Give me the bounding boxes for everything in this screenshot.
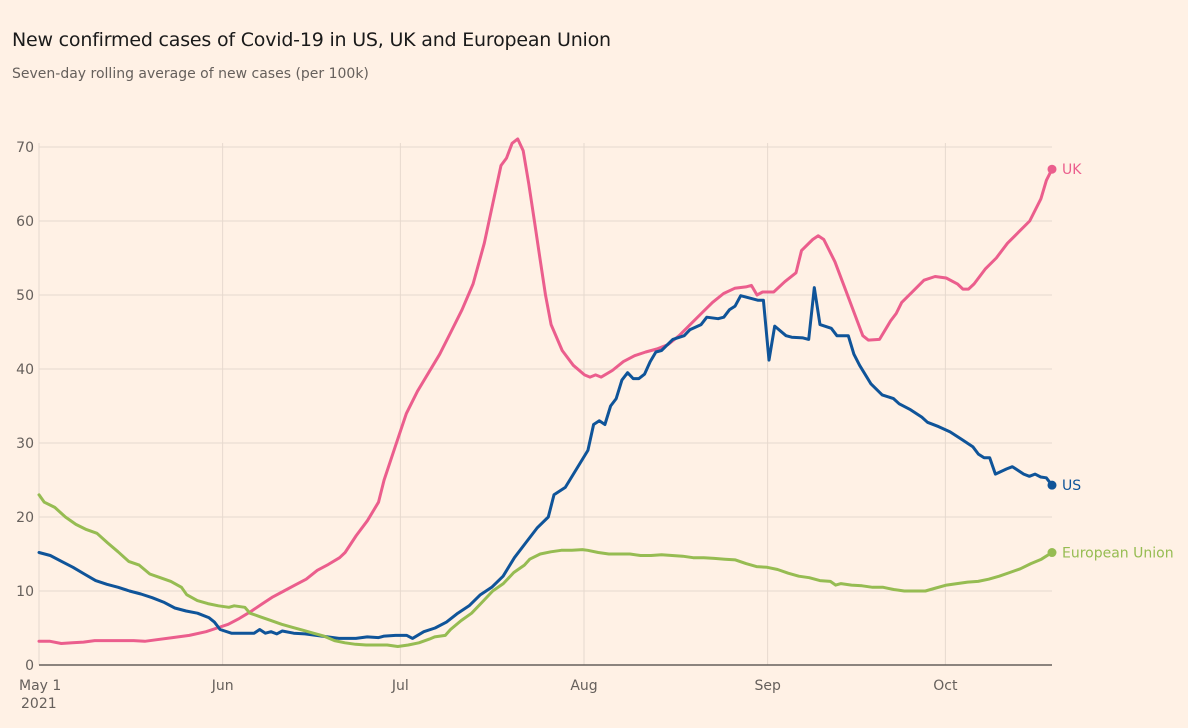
x-tick-label: Jul <box>391 678 409 694</box>
y-tick-label: 60 <box>16 214 34 230</box>
series-lines <box>37 137 1057 648</box>
series-line-us <box>37 286 1054 640</box>
y-tick-label: 30 <box>16 436 34 452</box>
x-axis-ticks: May 1 2021 Jun Jul Aug Sep Oct <box>19 678 958 712</box>
x-tick-label: Sep <box>754 678 781 694</box>
y-tick-label: 40 <box>16 362 34 378</box>
x-tick-label: Aug <box>570 678 597 694</box>
x-tick-label: Oct <box>933 678 958 694</box>
y-tick-label: 50 <box>16 288 34 304</box>
series-label-european-union: European Union <box>1062 546 1174 562</box>
series-labels: UK US European Union <box>1062 162 1174 561</box>
x-tick-label: Jun <box>211 678 234 694</box>
series-label-uk: UK <box>1062 162 1082 178</box>
chart-title: New confirmed cases of Covid-19 in US, U… <box>12 29 611 51</box>
x-gridlines <box>38 143 946 665</box>
y-tick-label: 0 <box>25 658 34 674</box>
y-axis-ticks: 0 10 20 30 40 50 60 70 <box>16 140 34 674</box>
series-end-marker-european-union <box>1047 548 1057 558</box>
y-gridlines <box>39 146 1052 592</box>
y-tick-label: 20 <box>16 510 34 526</box>
y-tick-label: 70 <box>16 140 34 156</box>
chart-subtitle: Seven-day rolling average of new cases (… <box>12 66 369 82</box>
series-end-marker-uk <box>1047 164 1057 174</box>
x-tick-label: May 1 <box>19 678 61 694</box>
y-tick-label: 10 <box>16 584 34 600</box>
x-tick-sublabel: 2021 <box>21 696 57 712</box>
series-label-us: US <box>1062 478 1081 494</box>
series-end-marker-us <box>1047 480 1057 490</box>
series-line-uk <box>37 137 1054 645</box>
series-line-european-union <box>37 493 1054 648</box>
